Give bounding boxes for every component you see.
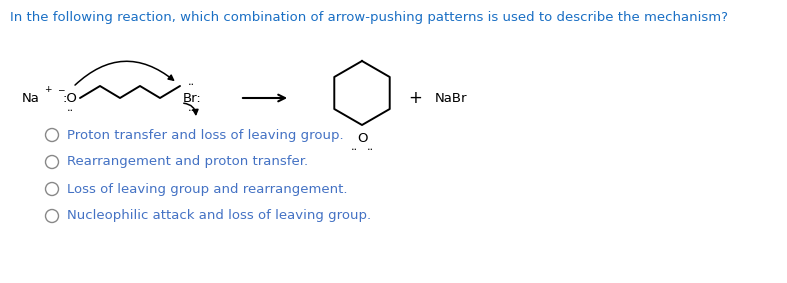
- Text: +: +: [44, 85, 51, 95]
- Text: ⋅⋅: ⋅⋅: [187, 106, 194, 116]
- Text: O: O: [357, 132, 368, 145]
- Text: NaBr: NaBr: [435, 91, 467, 104]
- Text: :O: :O: [63, 91, 78, 104]
- Text: ⋅⋅: ⋅⋅: [350, 145, 357, 155]
- Text: Loss of leaving group and rearrangement.: Loss of leaving group and rearrangement.: [67, 183, 348, 196]
- Text: +: +: [408, 89, 422, 107]
- FancyArrowPatch shape: [184, 103, 198, 115]
- Text: Na: Na: [22, 91, 40, 104]
- Text: Br:: Br:: [183, 91, 201, 104]
- Text: ⋅⋅: ⋅⋅: [66, 106, 73, 116]
- Text: Rearrangement and proton transfer.: Rearrangement and proton transfer.: [67, 155, 309, 168]
- Text: −: −: [57, 85, 65, 95]
- Text: ⋅⋅: ⋅⋅: [187, 80, 194, 90]
- FancyArrowPatch shape: [75, 61, 173, 85]
- Text: Proton transfer and loss of leaving group.: Proton transfer and loss of leaving grou…: [67, 128, 344, 142]
- Text: Nucleophilic attack and loss of leaving group.: Nucleophilic attack and loss of leaving …: [67, 209, 371, 222]
- Text: In the following reaction, which combination of arrow-pushing patterns is used t: In the following reaction, which combina…: [10, 11, 728, 24]
- Text: ⋅⋅: ⋅⋅: [367, 145, 374, 155]
